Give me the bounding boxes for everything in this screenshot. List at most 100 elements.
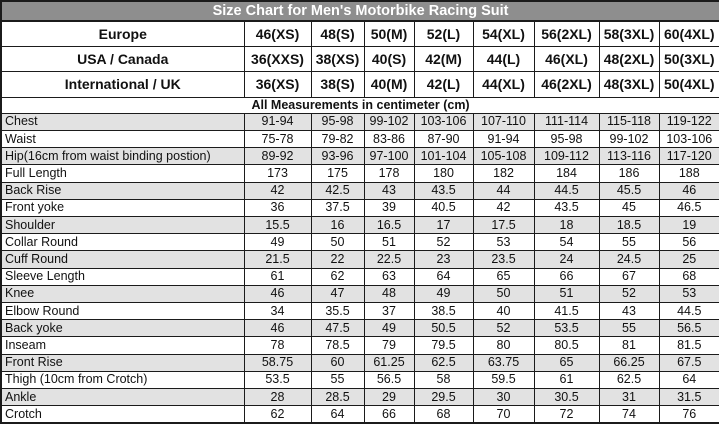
measurement-value-cell: 63.75 (472, 353, 535, 372)
measurement-row-thigh-10cm-from-crotch: Thigh (10cm from Crotch) 53.5 55 56.5 58 59.5… (0, 370, 719, 390)
measurement-value-cell: 62 (310, 267, 365, 286)
measurement-value-cell: 31.5 (658, 388, 719, 407)
measurement-value-cell: 15.5 (243, 216, 312, 235)
measurement-value-cell: 99-102 (363, 112, 415, 132)
measurement-value-cell: 103-106 (413, 112, 474, 132)
measurement-value-cell: 46.5 (658, 198, 719, 218)
measurement-value-cell: 51 (363, 233, 415, 252)
measurement-value-cell: 105-108 (472, 147, 535, 166)
measurement-value-cell: 21.5 (243, 250, 312, 269)
measurement-value-cell: 76 (658, 405, 719, 424)
measurement-value-cell: 55 (598, 319, 660, 338)
measurement-value-cell: 66 (363, 405, 415, 424)
measurement-value-cell: 55 (310, 370, 365, 390)
measurement-value-cell: 48 (363, 284, 415, 304)
measurement-value-cell: 99-102 (598, 130, 660, 149)
measurement-row-sleeve-length: Sleeve Length 61 62 63 64 65 66 67 68 (0, 267, 719, 286)
measurement-value-cell: 52 (472, 319, 535, 338)
title-row: Size Chart for Men's Motorbike Racing Su… (0, 0, 719, 23)
measurement-value-cell: 50 (472, 284, 535, 304)
measurement-value-cell: 91-94 (472, 130, 535, 149)
measurement-value-cell: 58.75 (243, 353, 312, 372)
measurement-value-cell: 52 (598, 284, 660, 304)
size-value-cell: 44(XL) (472, 71, 535, 98)
measurement-value-cell: 46 (243, 284, 312, 304)
measurement-value-cell: 64 (310, 405, 365, 424)
measurement-value-cell: 16.5 (363, 216, 415, 235)
measurement-value-cell: 182 (472, 164, 535, 183)
measurement-value-cell: 22.5 (363, 250, 415, 269)
measurement-label: Sleeve Length (0, 267, 245, 286)
measurement-value-cell: 109-112 (533, 147, 600, 166)
size-value-cell: 38(XS) (310, 46, 365, 73)
region-label: USA / Canada (0, 46, 245, 73)
measurement-value-cell: 45.5 (598, 181, 660, 200)
measurement-value-cell: 60 (310, 353, 365, 372)
measurement-value-cell: 62.5 (413, 353, 474, 372)
measurement-value-cell: 23.5 (472, 250, 535, 269)
measurement-value-cell: 81 (598, 336, 660, 355)
size-value-cell: 42(M) (413, 46, 474, 73)
measurement-value-cell: 44 (472, 181, 535, 200)
measurement-value-cell: 80.5 (533, 336, 600, 355)
measurement-value-cell: 44.5 (658, 302, 719, 321)
size-value-cell: 36(XS) (243, 71, 312, 98)
measurement-value-cell: 175 (310, 164, 365, 183)
measurement-value-cell: 65 (533, 353, 600, 372)
measurement-value-cell: 46 (658, 181, 719, 200)
measurement-value-cell: 49 (413, 284, 474, 304)
measurement-value-cell: 50 (310, 233, 365, 252)
measurement-value-cell: 46 (243, 319, 312, 338)
size-value-cell: 56(2XL) (533, 20, 600, 48)
region-label: International / UK (0, 71, 245, 98)
measurement-value-cell: 22 (310, 250, 365, 269)
measurement-value-cell: 25 (658, 250, 719, 269)
measurements-unit-note: All Measurements in centimeter (cm) (0, 96, 719, 114)
size-row-international-uk: International / UK 36(XS) 38(S) 40(M) 42(L) 4… (0, 71, 719, 98)
measurement-value-cell: 18.5 (598, 216, 660, 235)
chart-title: Size Chart for Men's Motorbike Racing Su… (0, 0, 719, 23)
measurement-value-cell: 54 (533, 233, 600, 252)
measurement-value-cell: 45 (598, 198, 660, 218)
measurement-value-cell: 72 (533, 405, 600, 424)
measurement-label: Knee (0, 284, 245, 304)
size-value-cell: 40(S) (363, 46, 415, 73)
measurement-row-front-yoke: Front yoke 36 37.5 39 40.5 42 43.5 45 46.5 (0, 198, 719, 218)
measurement-value-cell: 19 (658, 216, 719, 235)
size-row-usa-canada: USA / Canada 36(XXS) 38(XS) 40(S) 42(M) 44(L)… (0, 46, 719, 73)
measurement-value-cell: 66 (533, 267, 600, 286)
size-value-cell: 36(XXS) (243, 46, 312, 73)
measurement-value-cell: 70 (472, 405, 535, 424)
measurement-row-full-length: Full Length 173 175 178 180 182 184 186 188 (0, 164, 719, 183)
size-value-cell: 38(S) (310, 71, 365, 98)
measurement-value-cell: 68 (658, 267, 719, 286)
measurement-value-cell: 74 (598, 405, 660, 424)
size-value-cell: 48(2XL) (598, 46, 660, 73)
measurement-value-cell: 38.5 (413, 302, 474, 321)
measurement-value-cell: 44.5 (533, 181, 600, 200)
measurement-value-cell: 62 (243, 405, 312, 424)
measurement-value-cell: 78.5 (310, 336, 365, 355)
size-value-cell: 50(3XL) (658, 46, 719, 73)
measurement-value-cell: 40 (472, 302, 535, 321)
size-value-cell: 46(XS) (243, 20, 312, 48)
measurement-value-cell: 28 (243, 388, 312, 407)
measurement-value-cell: 113-116 (598, 147, 660, 166)
size-value-cell: 50(M) (363, 20, 415, 48)
size-value-cell: 54(XL) (472, 20, 535, 48)
measurement-value-cell: 31 (598, 388, 660, 407)
measurement-value-cell: 63 (363, 267, 415, 286)
measurement-value-cell: 95-98 (310, 112, 365, 132)
measurement-value-cell: 186 (598, 164, 660, 183)
measurement-row-waist: Waist 75-78 79-82 83-86 87-90 91-94 95-98 99-10… (0, 130, 719, 149)
measurement-value-cell: 115-118 (598, 112, 660, 132)
measurement-value-cell: 180 (413, 164, 474, 183)
measurement-value-cell: 97-100 (363, 147, 415, 166)
measurement-value-cell: 65 (472, 267, 535, 286)
measurement-value-cell: 83-86 (363, 130, 415, 149)
measurement-value-cell: 34 (243, 302, 312, 321)
measurement-value-cell: 52 (413, 233, 474, 252)
measurement-value-cell: 50.5 (413, 319, 474, 338)
measurement-value-cell: 178 (363, 164, 415, 183)
